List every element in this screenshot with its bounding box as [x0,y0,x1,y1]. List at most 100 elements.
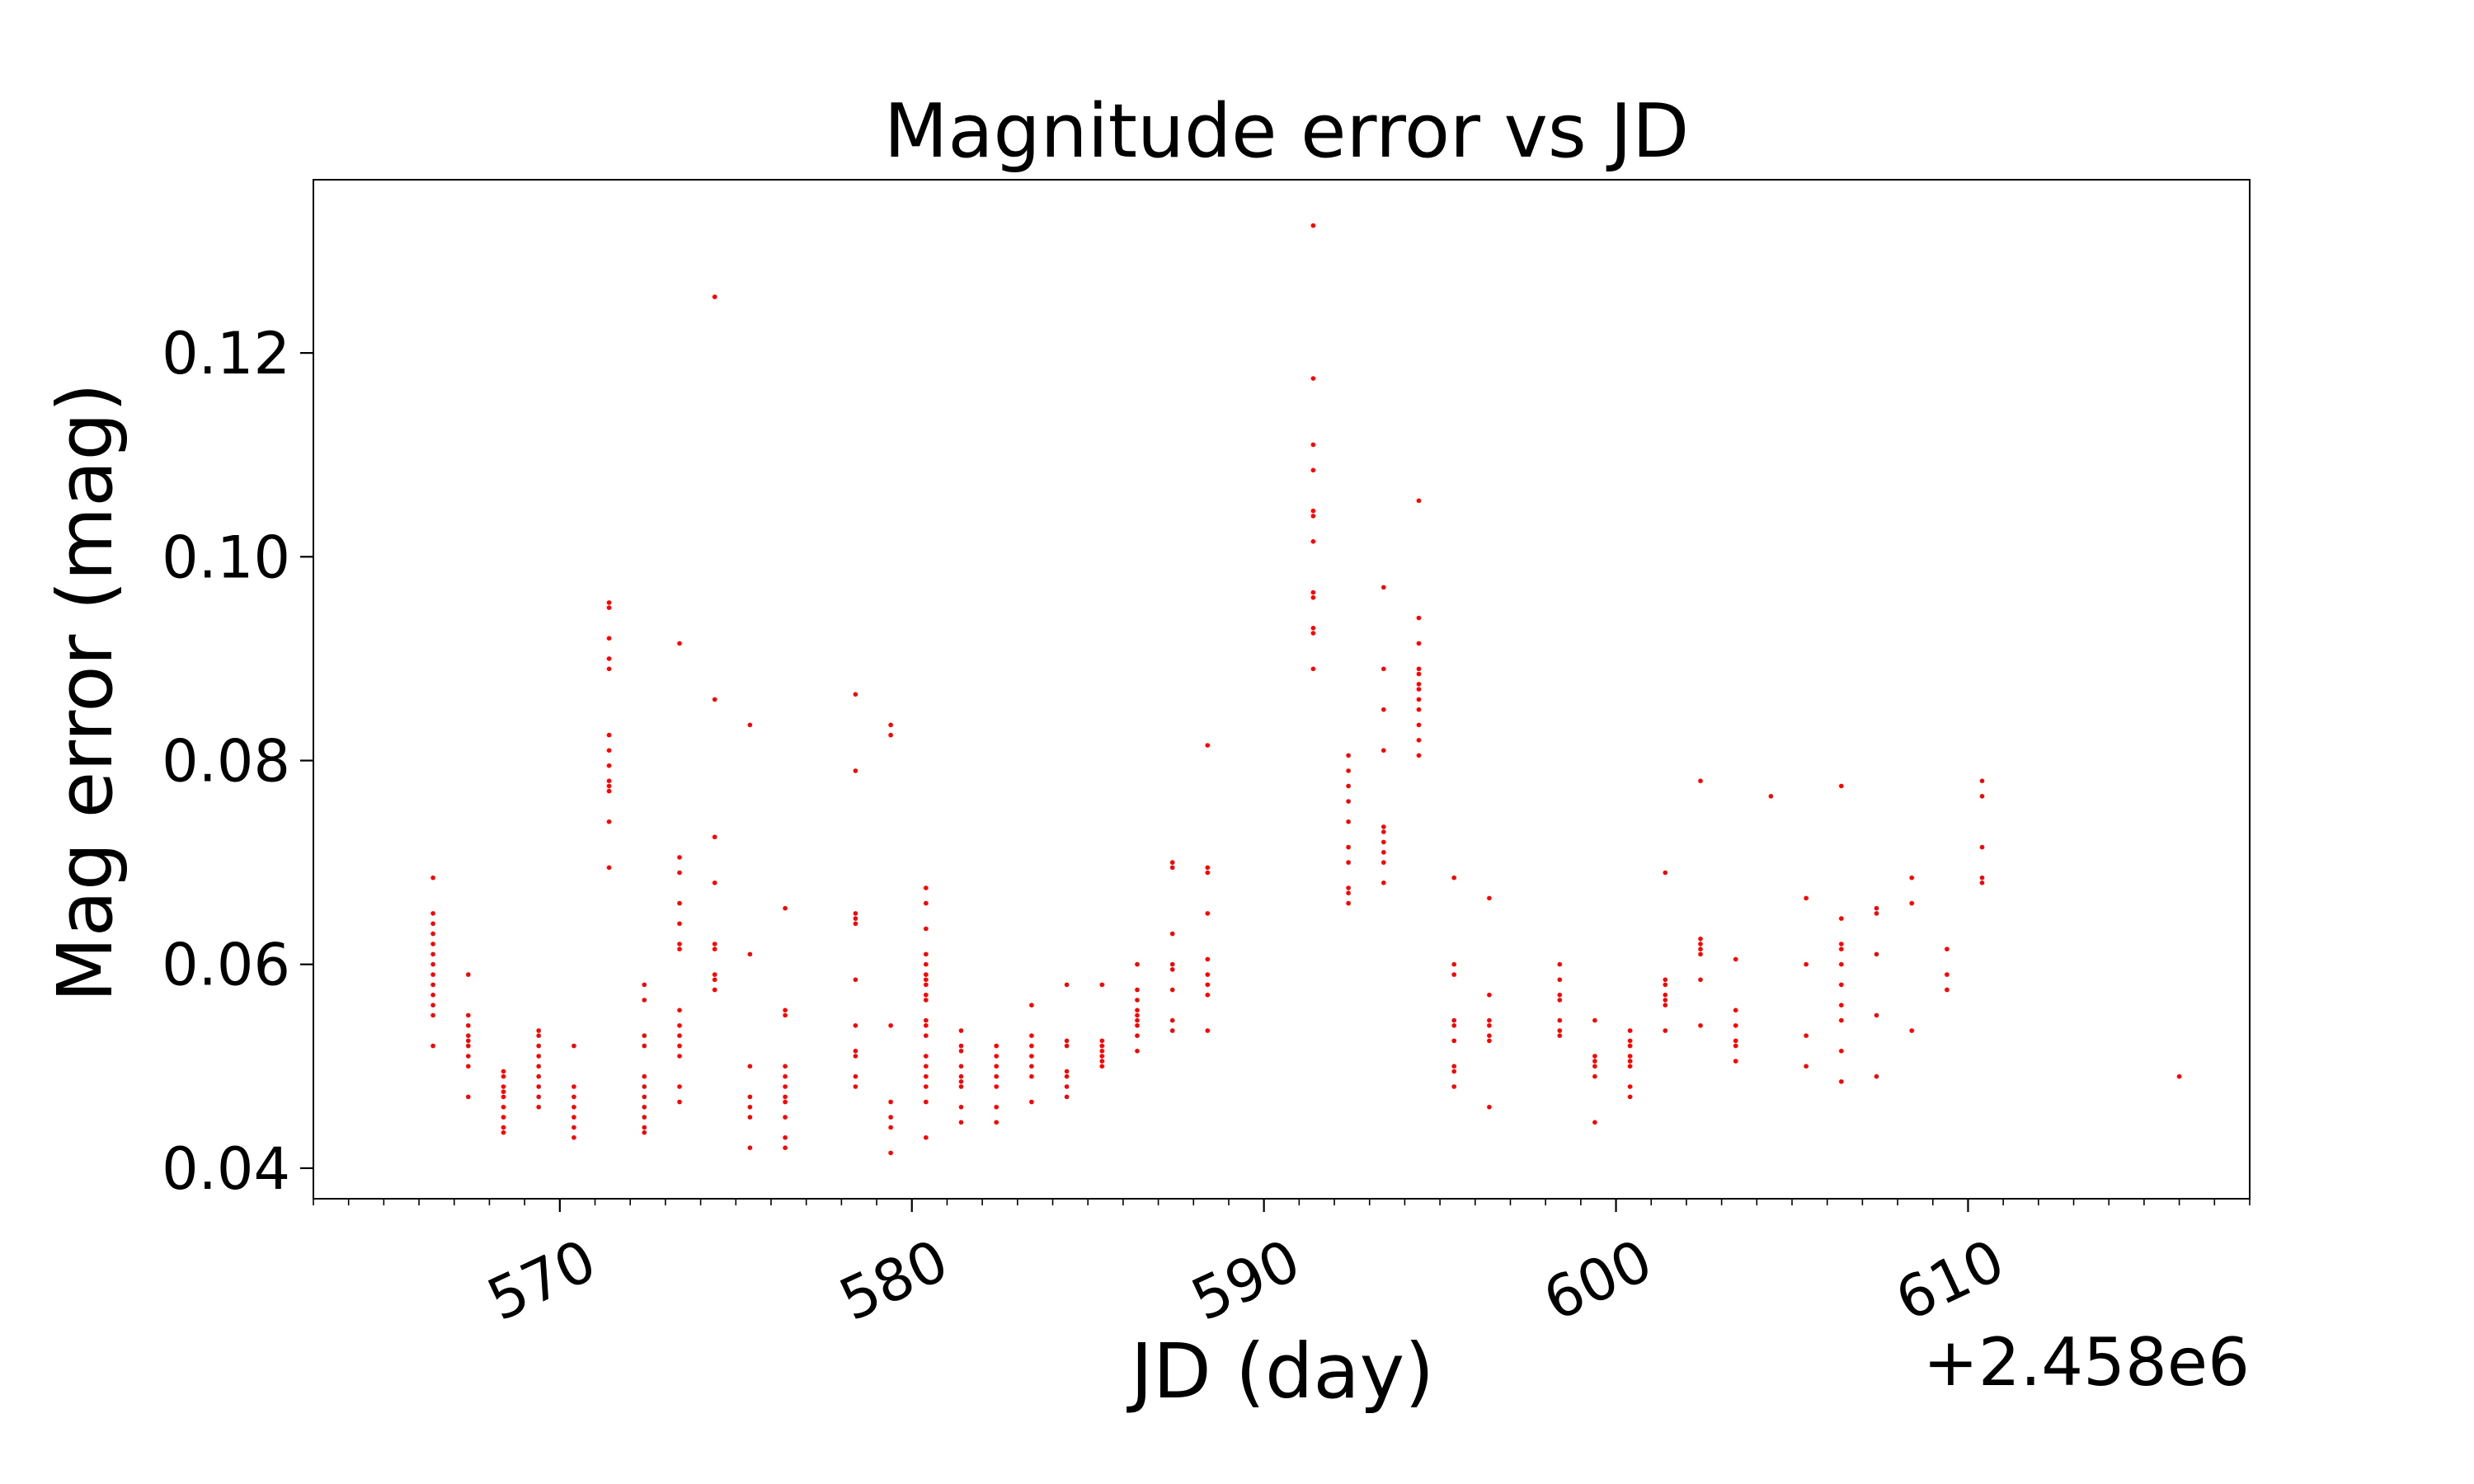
data-point-156 [958,1105,964,1110]
data-point-101 [783,905,788,911]
data-point-15 [466,1023,471,1028]
data-point-74 [677,900,682,906]
data-point-178 [1064,1094,1070,1100]
data-point-116 [853,921,858,927]
data-point-302 [1698,942,1703,946]
data-point-124 [888,732,893,738]
data-point-240 [1381,839,1386,845]
x-offset-label: +2.458e6 [1923,1324,2250,1401]
data-point-316 [1804,1033,1808,1038]
data-point-190 [1135,1012,1140,1018]
data-point-166 [1029,1033,1034,1038]
data-point-5 [430,951,435,957]
data-point-160 [994,1064,999,1069]
data-point-192 [1135,1023,1140,1028]
data-point-85 [712,294,717,299]
data-point-213 [1310,376,1316,381]
data-point-326 [1839,1049,1844,1054]
data-point-226 [1346,783,1351,789]
data-point-25 [501,1089,506,1094]
data-point-62 [642,1033,647,1038]
data-point-148 [924,1135,929,1140]
data-point-333 [1909,875,1914,881]
data-point-30 [501,1129,506,1135]
data-point-10 [430,1003,435,1007]
data-point-264 [1451,1084,1456,1089]
data-point-339 [1979,778,1985,783]
data-point-232 [1346,890,1351,895]
data-point-170 [1029,1073,1034,1079]
data-point-36 [536,1073,541,1079]
data-point-135 [924,972,929,977]
data-point-86 [712,697,717,702]
data-point-114 [853,911,858,916]
data-point-279 [1592,1017,1597,1023]
data-point-271 [1487,1105,1492,1110]
data-point-65 [642,1084,647,1089]
data-point-304 [1698,951,1703,957]
data-point-275 [1557,998,1563,1003]
data-point-199 [1169,967,1175,972]
data-point-322 [1839,961,1844,967]
data-point-81 [677,1043,682,1049]
data-point-57 [606,788,612,794]
x-tick-label: 600 [1534,1226,1663,1334]
data-point-299 [1663,1028,1668,1033]
data-point-38 [536,1094,541,1100]
data-point-132 [924,926,929,932]
data-point-325 [1839,1017,1844,1023]
data-point-281 [1592,1059,1597,1064]
data-point-82 [677,1054,682,1059]
data-point-311 [1733,1043,1738,1049]
data-point-145 [924,1073,929,1079]
data-point-278 [1557,1033,1563,1038]
data-point-150 [958,1043,964,1049]
data-point-269 [1487,1033,1492,1038]
data-point-37 [536,1084,541,1089]
data-point-83 [677,1084,682,1089]
data-point-330 [1874,951,1879,957]
data-point-291 [1627,1084,1633,1089]
data-point-289 [1627,1059,1633,1064]
data-point-40 [571,1043,576,1049]
data-point-284 [1592,1120,1597,1125]
data-point-312 [1733,1059,1738,1064]
data-point-182 [1099,1049,1105,1054]
data-point-298 [1663,1003,1668,1007]
data-point-219 [1310,589,1316,595]
data-point-117 [853,977,858,983]
data-point-133 [924,951,929,957]
data-point-23 [501,1073,506,1079]
data-point-169 [1029,1064,1034,1069]
data-point-21 [466,1094,471,1100]
data-point-48 [606,605,612,610]
data-point-204 [1205,865,1211,871]
data-point-13 [466,972,471,977]
data-points [430,223,2182,1156]
data-point-255 [1416,753,1422,758]
data-point-50 [606,656,612,661]
data-point-55 [606,778,612,783]
data-point-66 [642,1094,647,1100]
data-point-186 [1135,961,1140,967]
data-point-212 [1310,223,1316,228]
data-point-47 [606,600,612,605]
data-point-142 [924,1033,929,1038]
data-point-323 [1839,982,1844,988]
data-point-138 [924,993,929,998]
y-axis-label: Mag error (mag) [41,383,129,1003]
data-point-254 [1416,738,1422,743]
data-point-35 [536,1064,541,1069]
y-tick-label: 0.08 [162,728,290,796]
data-point-56 [606,783,612,789]
data-point-253 [1416,722,1422,728]
data-point-331 [1874,1012,1879,1018]
data-point-285 [1627,1028,1633,1033]
data-point-233 [1346,900,1351,906]
data-point-77 [677,946,682,951]
data-point-90 [712,946,717,951]
data-point-337 [1945,972,1950,977]
data-point-64 [642,1073,647,1079]
data-point-261 [1451,1038,1456,1044]
